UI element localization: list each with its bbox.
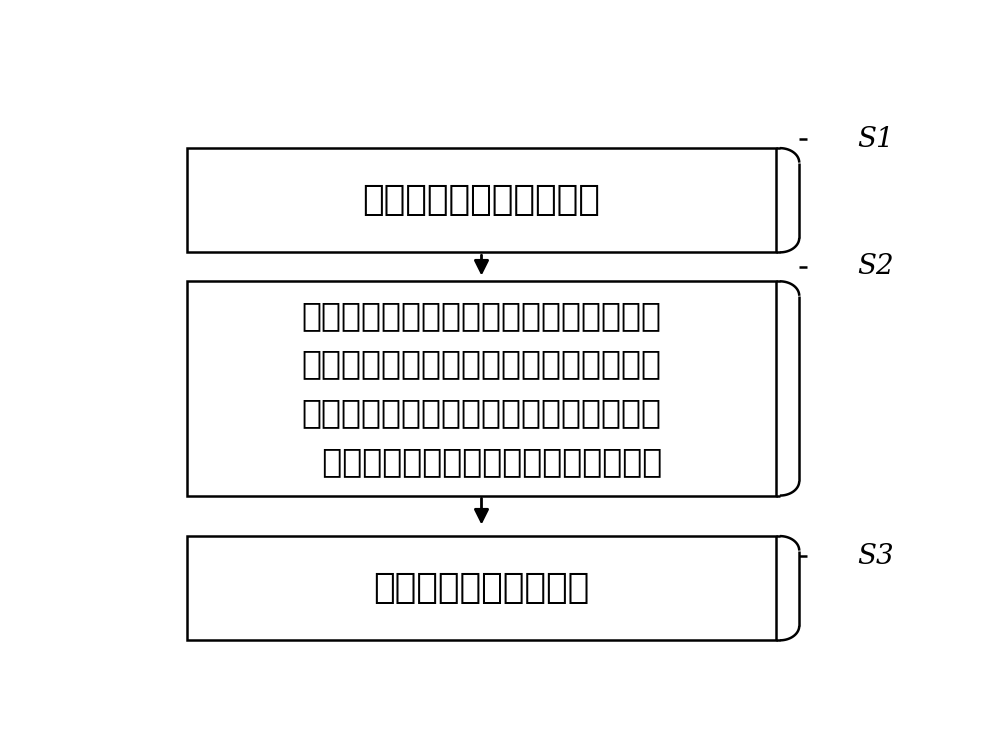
FancyBboxPatch shape: [187, 148, 776, 253]
Text: 评估并执行充放电策略: 评估并执行充放电策略: [373, 572, 590, 605]
Text: S3: S3: [857, 543, 894, 570]
FancyBboxPatch shape: [187, 281, 776, 496]
Text: S2: S2: [857, 253, 894, 280]
FancyBboxPatch shape: [187, 536, 776, 641]
Text: S1: S1: [857, 126, 894, 153]
Text: 判断当前电价时段的种类: 判断当前电价时段的种类: [363, 183, 600, 217]
Text: 根据当前电价时段的种类对负荷线路的电
池组执行对应的预设充放电方案；预设充
放电方案根据系统负荷、最大功率需量和
  电池组的电池储能余量确定充放电策略: 根据当前电价时段的种类对负荷线路的电 池组执行对应的预设充放电方案；预设充 放电…: [301, 299, 662, 478]
